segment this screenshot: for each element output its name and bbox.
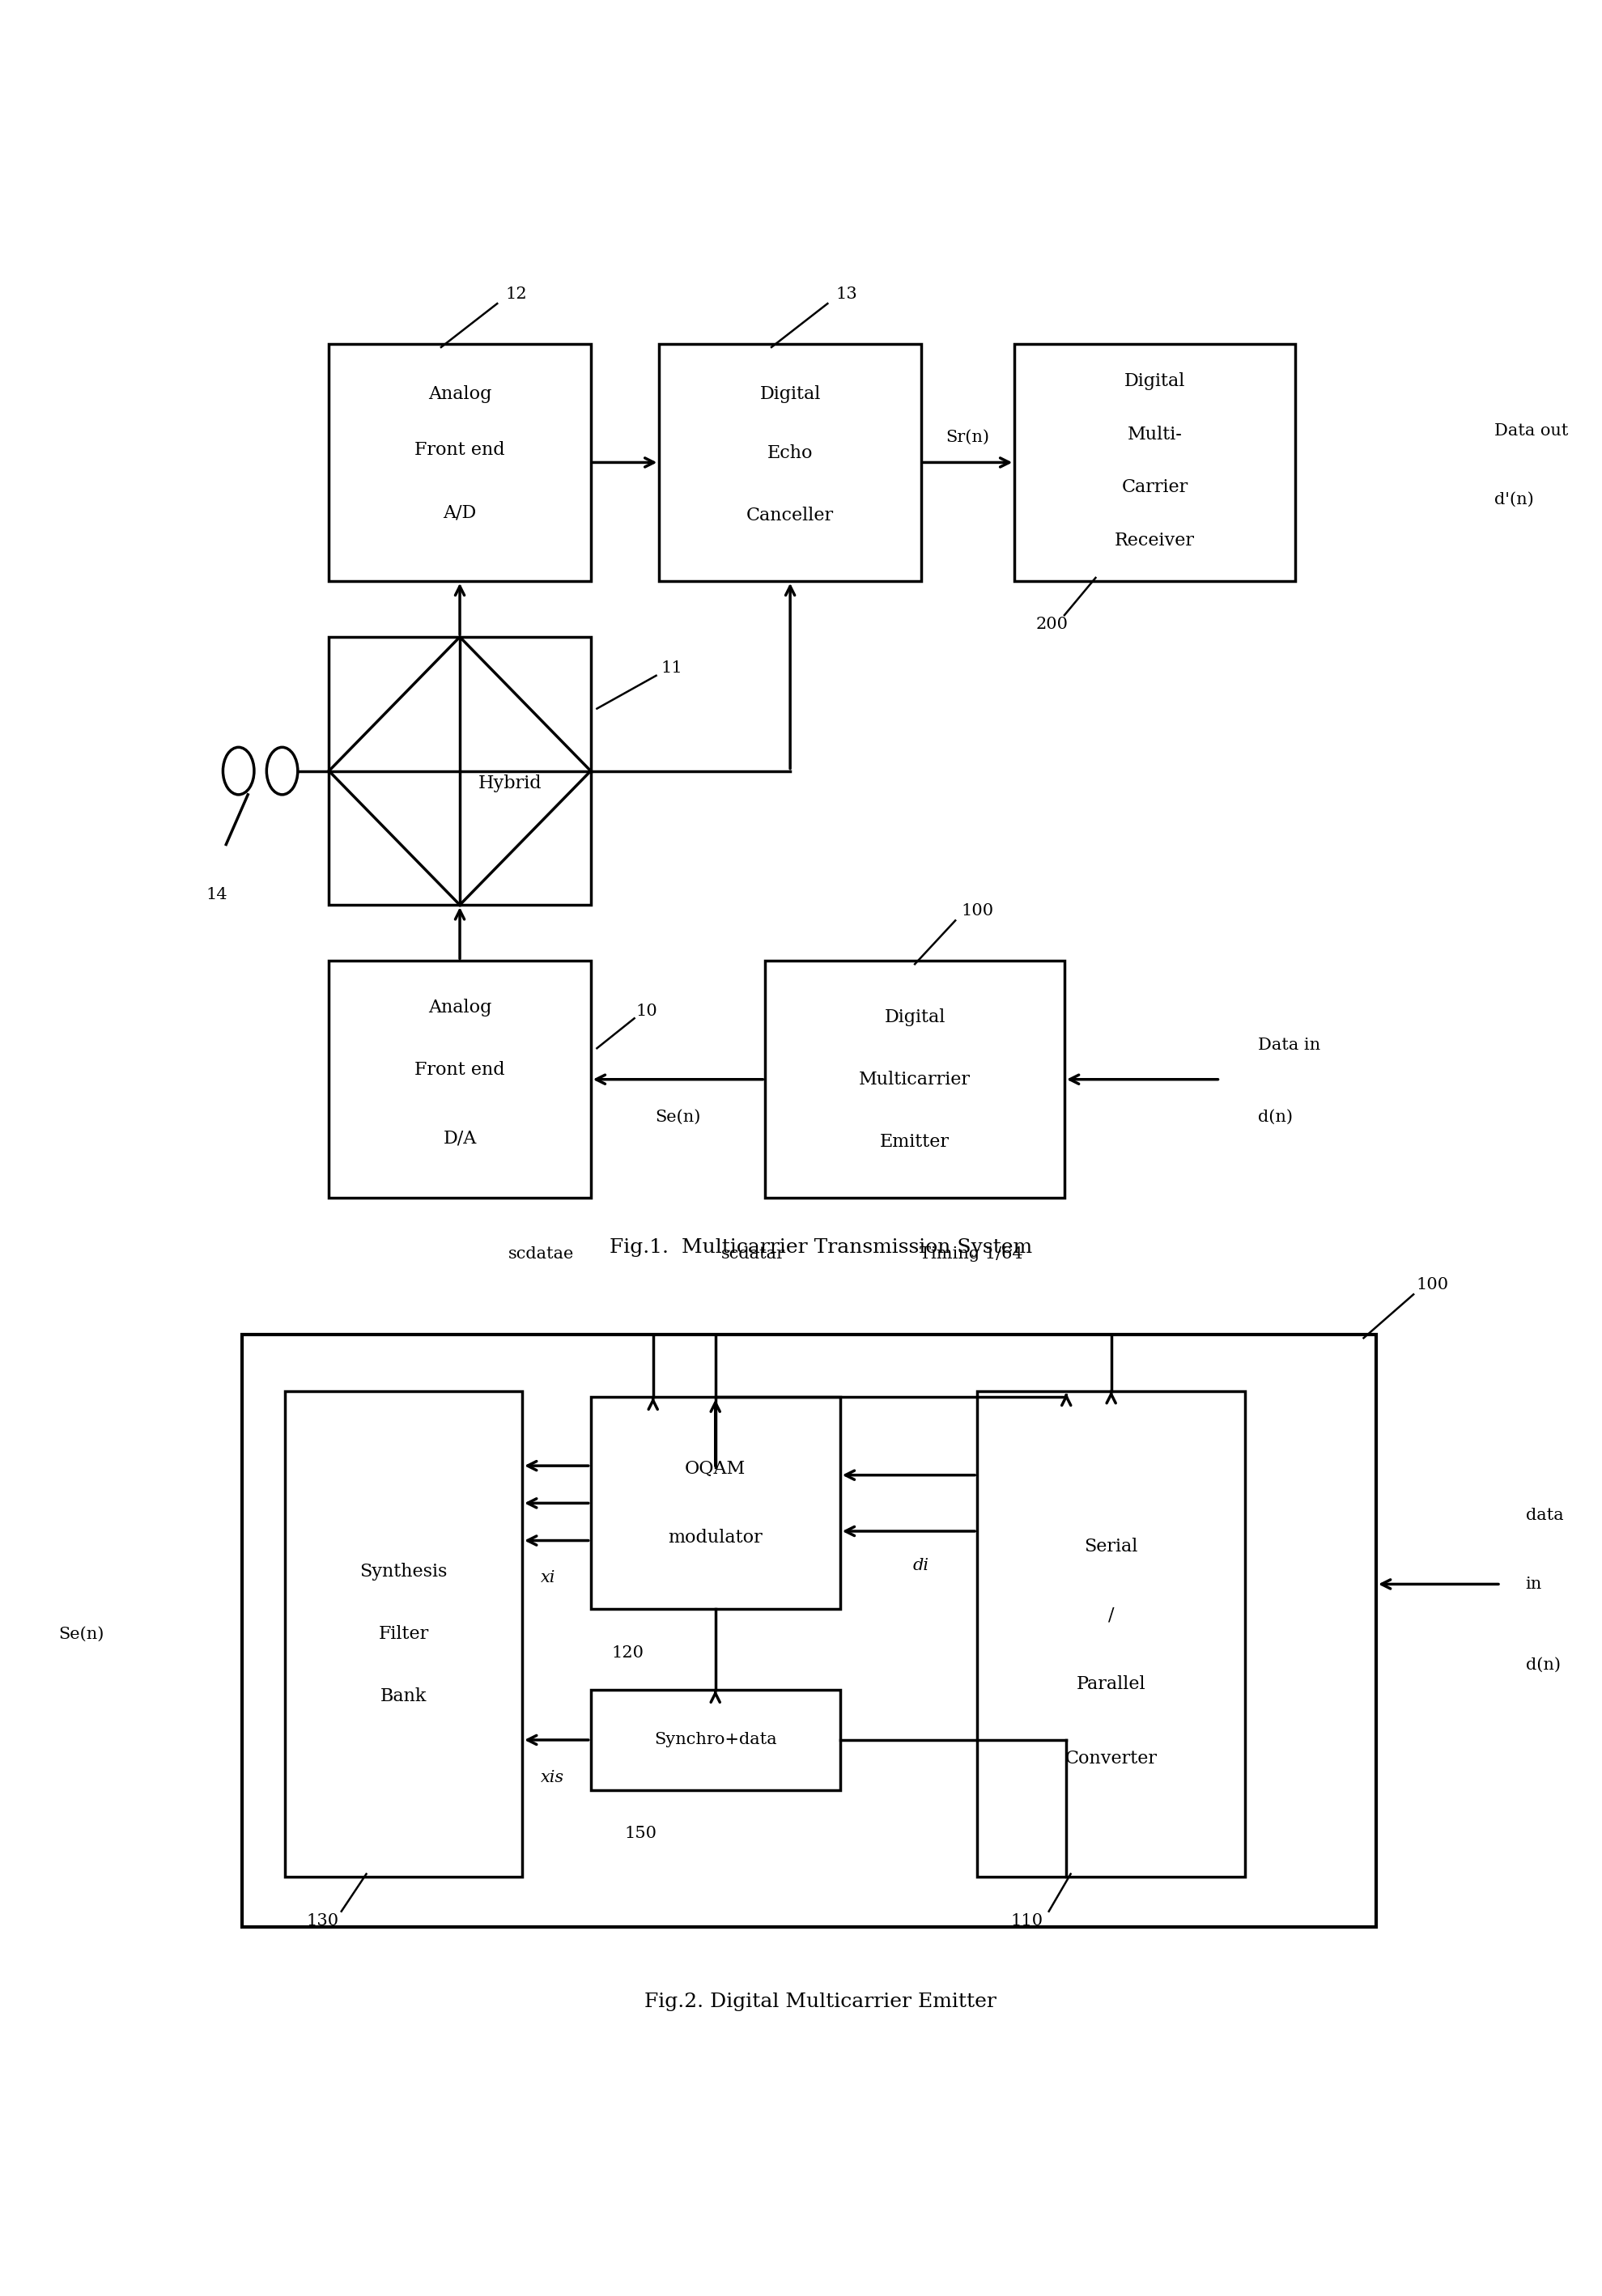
Text: D/A: D/A [444, 1130, 476, 1148]
Text: scdatar: scdatar [721, 1247, 785, 1261]
Text: A/D: A/D [444, 503, 476, 521]
Bar [591, 1690, 839, 1791]
Text: /: / [1109, 1607, 1115, 1623]
Text: Synthesis: Synthesis [360, 1564, 447, 1580]
Text: data: data [1525, 1508, 1564, 1522]
Text: Bank: Bank [381, 1688, 428, 1706]
Text: Data in: Data in [1258, 1038, 1320, 1054]
Text: Analog: Analog [428, 999, 492, 1017]
Text: Filter: Filter [378, 1626, 429, 1644]
Text: OQAM: OQAM [686, 1460, 747, 1479]
Text: d'(n): d'(n) [1495, 491, 1535, 507]
Text: Digital: Digital [884, 1008, 945, 1026]
Text: Data out: Data out [1495, 425, 1568, 439]
Text: Se(n): Se(n) [655, 1109, 700, 1125]
Bar [328, 344, 591, 581]
Text: 200: 200 [1036, 618, 1069, 631]
Text: Timing 1/64: Timing 1/64 [920, 1247, 1022, 1261]
Text: Receiver: Receiver [1115, 530, 1195, 549]
Text: 11: 11 [662, 661, 682, 675]
Text: Fig.2. Digital Multicarrier Emitter: Fig.2. Digital Multicarrier Emitter [644, 1993, 996, 2011]
Text: Synchro+data: Synchro+data [654, 1731, 777, 1747]
Text: Canceller: Canceller [747, 507, 835, 523]
Text: in: in [1525, 1577, 1543, 1591]
Text: 120: 120 [612, 1644, 644, 1660]
Text: Digital: Digital [759, 386, 820, 402]
Text: 100: 100 [1416, 1277, 1448, 1293]
Text: 100: 100 [961, 902, 993, 918]
Text: Emitter: Emitter [879, 1132, 950, 1150]
Bar [766, 962, 1064, 1199]
Text: Echo: Echo [767, 443, 814, 461]
Text: Analog: Analog [428, 386, 492, 402]
Text: Multicarrier: Multicarrier [859, 1070, 971, 1088]
Text: scdatae: scdatae [508, 1247, 574, 1261]
Text: Hybrid: Hybrid [477, 774, 541, 792]
Bar [328, 636, 591, 905]
Text: modulator: modulator [668, 1529, 763, 1545]
Text: 110: 110 [1011, 1913, 1043, 1929]
Text: Converter: Converter [1065, 1750, 1157, 1768]
Bar [977, 1391, 1245, 1878]
Text: xis: xis [541, 1770, 564, 1784]
Text: Fig.1.  Multicarrier Transmission System: Fig.1. Multicarrier Transmission System [609, 1238, 1032, 1256]
Text: Multi-: Multi- [1128, 425, 1182, 443]
Text: d(n): d(n) [1258, 1109, 1293, 1125]
Text: Parallel: Parallel [1077, 1676, 1145, 1692]
Text: xi: xi [541, 1570, 556, 1587]
Text: Front end: Front end [415, 1061, 505, 1079]
Text: 14: 14 [207, 886, 227, 902]
Bar [242, 1334, 1376, 1926]
Text: 12: 12 [505, 287, 527, 301]
Text: 150: 150 [625, 1825, 657, 1841]
Bar [1014, 344, 1294, 581]
Text: Digital: Digital [1125, 372, 1185, 390]
Text: Se(n): Se(n) [59, 1626, 104, 1642]
Text: d(n): d(n) [1525, 1658, 1560, 1674]
Bar [328, 962, 591, 1199]
Text: 10: 10 [636, 1003, 658, 1019]
Text: Carrier: Carrier [1121, 478, 1189, 496]
Bar [285, 1391, 522, 1878]
Text: Front end: Front end [415, 441, 505, 459]
Text: Sr(n): Sr(n) [945, 429, 990, 445]
Bar [660, 344, 921, 581]
Text: di: di [913, 1557, 929, 1573]
Text: Serial: Serial [1085, 1538, 1137, 1557]
Bar [591, 1398, 839, 1609]
Text: 13: 13 [835, 287, 857, 301]
Text: 130: 130 [306, 1913, 340, 1929]
